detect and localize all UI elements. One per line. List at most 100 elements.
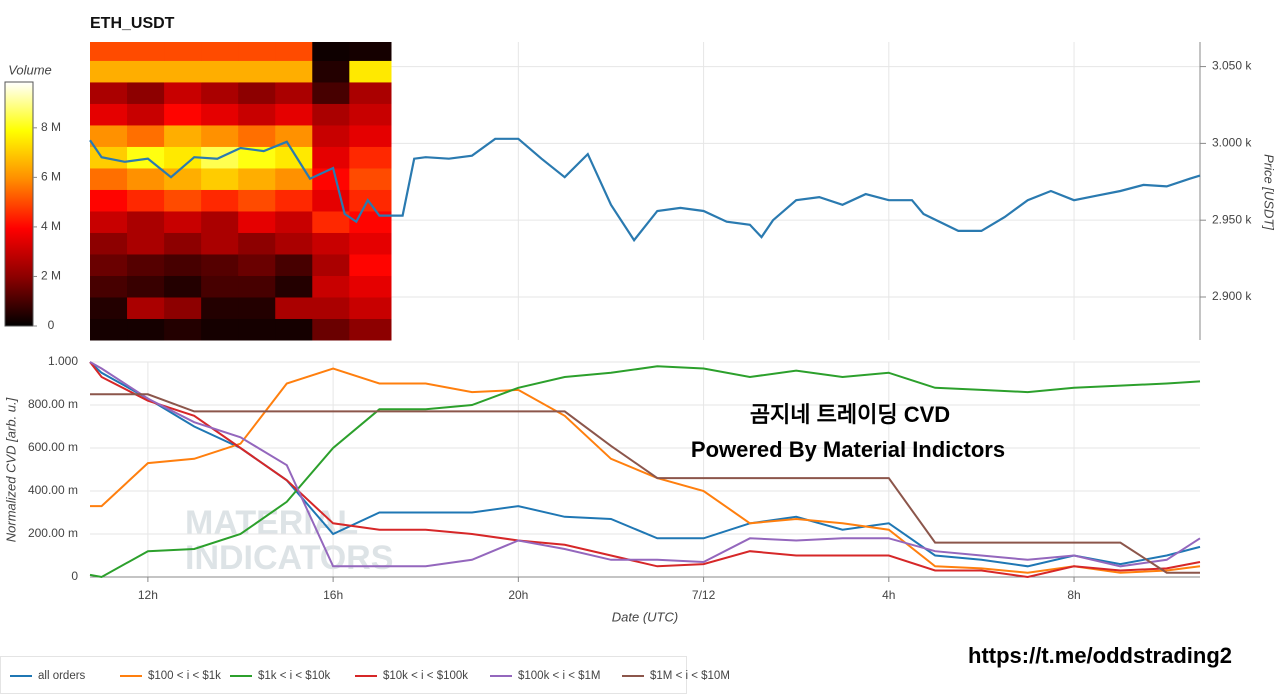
heatmap-cell <box>201 124 239 147</box>
heatmap-cell <box>90 81 128 104</box>
cvd-line <box>90 393 1200 574</box>
heatmap-cell <box>238 210 276 233</box>
heatmap-cell <box>275 42 313 61</box>
heatmap-cell <box>90 232 128 255</box>
y-tick-label: 400.00 m <box>28 483 78 497</box>
heatmap-cell <box>275 232 313 255</box>
heatmap-cell <box>201 232 239 255</box>
heatmap-cell <box>275 275 313 298</box>
heatmap-cell <box>275 210 313 233</box>
heatmap-cell <box>164 275 202 298</box>
heatmap-cell <box>349 189 392 212</box>
heatmap-cell <box>90 167 128 190</box>
colorbar-label: Volume <box>8 62 52 77</box>
colorbar-tick-label: 4 M <box>41 219 61 233</box>
legend-label: all orders <box>38 670 86 682</box>
heatmap-cell <box>238 318 276 341</box>
heatmap-cell <box>312 146 350 169</box>
heatmap-cell <box>238 253 276 276</box>
heatmap-cell <box>90 124 128 147</box>
heatmap-cell <box>201 296 239 319</box>
heatmap-cell <box>349 81 392 104</box>
heatmap-cell <box>201 253 239 276</box>
heatmap-cell <box>164 60 202 83</box>
plots: 2.900 k 2.950 k 3.000 k 3.050 k 0 2 M 4 M 6 M 8 … <box>28 42 1252 602</box>
legend-frame <box>0 656 687 694</box>
annotation: 곰지네 트레이딩 CVD <box>750 402 950 427</box>
heatmap-cell <box>90 42 128 61</box>
y2-tick-label: 2.950 k <box>1212 212 1252 226</box>
heatmap-cell <box>312 103 350 126</box>
heatmap-cell <box>90 275 128 298</box>
y-tick-label: 600.00 m <box>28 440 78 454</box>
heatmap-cell <box>127 103 165 126</box>
heatmap-cell <box>90 103 128 126</box>
heatmap-cell <box>201 189 239 212</box>
y-tick-label: 200.00 m <box>28 526 78 540</box>
footer-link: https://t.me/oddstrading2 <box>968 643 1232 668</box>
heatmap-cell <box>275 103 313 126</box>
heatmap-cell <box>127 167 165 190</box>
heatmap-cell <box>164 146 202 169</box>
heatmap-cell <box>275 81 313 104</box>
heatmap-cell <box>312 167 350 190</box>
heatmap-cell <box>349 318 392 341</box>
heatmap-cell <box>164 124 202 147</box>
heatmap-cell <box>90 146 128 169</box>
heatmap-cell <box>275 296 313 319</box>
heatmap-cell <box>127 124 165 147</box>
legend-label: $10k < i < $100k <box>383 670 468 682</box>
heatmap-cell <box>201 103 239 126</box>
heatmap-cell <box>312 275 350 298</box>
y2-axis-label: Price [USDT] <box>1262 154 1277 230</box>
heatmap-cell <box>127 296 165 319</box>
heatmap-cell <box>201 167 239 190</box>
heatmap-cell <box>275 253 313 276</box>
annotation: Powered By Material Indictors <box>691 437 1005 462</box>
watermark: MATERIAL <box>185 504 358 542</box>
heatmap-cell <box>164 103 202 126</box>
heatmap-cell <box>90 60 128 83</box>
heatmap-cell <box>238 146 276 169</box>
price-line <box>89 137 1201 243</box>
cvd-line <box>89 365 1201 579</box>
heatmap-cell <box>238 296 276 319</box>
heatmap-cell <box>312 42 350 61</box>
heatmap-cell <box>201 210 239 233</box>
heatmap-cell <box>164 42 202 61</box>
heatmap-cell <box>349 124 392 147</box>
y-axis-label: Normalized CVD [arb. u.] <box>3 397 18 542</box>
heatmap-cell <box>312 124 350 147</box>
x-tick-label: 8h <box>1067 588 1080 602</box>
heatmap-cell <box>164 167 202 190</box>
x-tick-label: 20h <box>508 588 528 602</box>
heatmap-cell <box>349 253 392 276</box>
cvd-line <box>89 361 1201 568</box>
y-tick-label: 1.000 <box>48 354 78 368</box>
heatmap-cell <box>164 81 202 104</box>
heatmap-cell <box>238 103 276 126</box>
legend-label: $100 < i < $1k <box>148 670 221 682</box>
x-tick-label: 4h <box>882 588 895 602</box>
heatmap-cell <box>127 146 165 169</box>
heatmap-cell <box>275 60 313 83</box>
x-tick-label: 12h <box>138 588 158 602</box>
heatmap-cell <box>90 318 128 341</box>
heatmap-cell <box>238 42 276 61</box>
heatmap-cell <box>90 253 128 276</box>
heatmap-cell <box>349 275 392 298</box>
heatmap-cell <box>349 146 392 169</box>
heatmap-cell <box>127 275 165 298</box>
heatmap-cell <box>238 124 276 147</box>
heatmap-cell <box>127 189 165 212</box>
heatmap-cell <box>164 232 202 255</box>
heatmap-cell <box>349 167 392 190</box>
y2-tick-label: 3.000 k <box>1212 136 1252 150</box>
heatmap-cell <box>349 103 392 126</box>
heatmap-cell <box>201 275 239 298</box>
heatmap-cell <box>275 146 313 169</box>
heatmap-cell <box>349 296 392 319</box>
heatmap-cell <box>312 318 350 341</box>
x-tick-label: 16h <box>323 588 343 602</box>
heatmap-cell <box>238 189 276 212</box>
